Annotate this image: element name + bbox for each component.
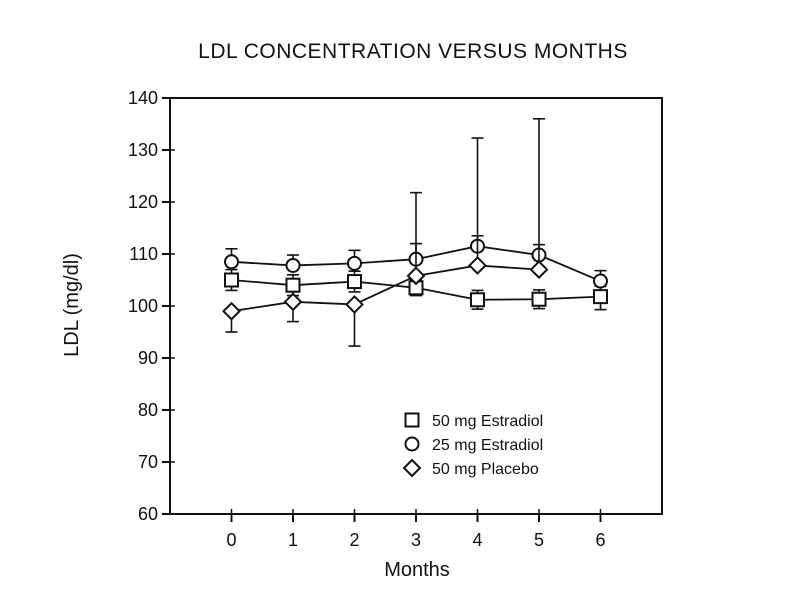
y-tick-label: 60 (138, 504, 158, 524)
y-tick-label: 90 (138, 348, 158, 368)
plot-area: 60 70 80 90 100 110 120 130 140 0 1 2 3 4 5 6 50 mg Estr… (128, 88, 663, 550)
legend-label: 25 mg Estradiol (432, 437, 543, 454)
chart-title: LDL CONCENTRATION VERSUS MONTHS (198, 40, 628, 63)
x-axis-label: Months (384, 559, 450, 581)
x-tick-label: 6 (595, 530, 605, 550)
legend-marker-diamond (402, 458, 422, 478)
data-point-square (593, 289, 608, 305)
data-point-square (470, 292, 485, 308)
data-point-diamond (468, 256, 487, 275)
data-point-diamond (406, 266, 426, 286)
legend-label: 50 mg Placebo (432, 461, 539, 478)
x-tick-label: 0 (226, 530, 236, 550)
data-point-diamond (529, 260, 549, 280)
y-axis-label: LDL (mg/dl) (61, 253, 83, 357)
data-point-circle (347, 255, 362, 271)
data-point-diamond (222, 301, 241, 321)
data-point-diamond (283, 292, 303, 312)
data-point-circle (285, 257, 301, 273)
x-tick-label: 3 (411, 530, 421, 550)
data-point-square (531, 291, 547, 307)
y-tick-label: 80 (138, 400, 158, 420)
plot-frame (169, 97, 663, 515)
series-diamond (222, 118, 549, 347)
y-tick-label: 120 (128, 192, 158, 212)
y-tick-label: 130 (128, 140, 158, 160)
legend-marker-circle (404, 436, 420, 452)
data-point-circle (593, 273, 608, 289)
x-tick-label: 5 (534, 530, 544, 550)
data-point-square (285, 277, 301, 293)
legend-label: 50 mg Estradiol (432, 413, 543, 430)
y-tick-label: 70 (138, 452, 158, 472)
series-line (231, 264, 540, 313)
data-point-circle (224, 254, 239, 270)
x-tick-label: 1 (288, 530, 298, 550)
data-point-square (224, 272, 239, 288)
y-tick-label: 110 (129, 244, 158, 264)
data-point-square (347, 274, 362, 290)
y-tick-label: 100 (128, 296, 158, 316)
legend-marker-square (404, 412, 420, 428)
y-tick-label: 140 (128, 88, 158, 108)
x-tick-label: 2 (349, 530, 359, 550)
legend: 50 mg Estradiol 25 mg Estradiol 50 mg Plac… (402, 412, 543, 478)
x-tick-label: 4 (472, 530, 482, 550)
data-point-diamond (345, 295, 364, 314)
